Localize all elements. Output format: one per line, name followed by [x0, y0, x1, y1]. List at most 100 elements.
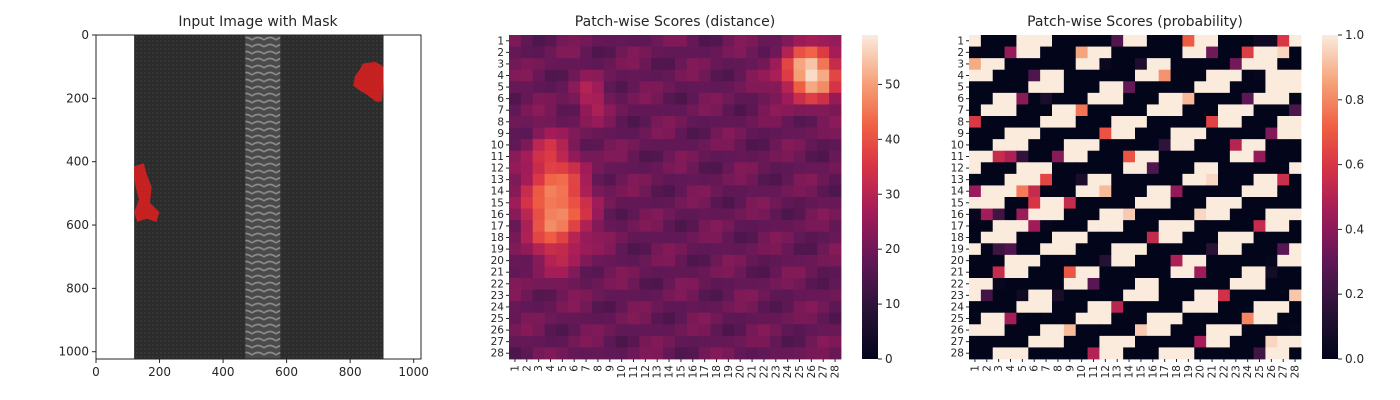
col-label: 1: [509, 365, 521, 372]
heatmap-cell: [734, 58, 747, 71]
heatmap-cell: [1028, 289, 1041, 302]
heatmap-cell: [1146, 58, 1160, 71]
heatmap-cell: [627, 173, 640, 186]
heatmap-cell: [734, 312, 747, 325]
heatmap-cell: [734, 324, 747, 337]
heatmap-cell: [746, 312, 759, 325]
heatmap-cell: [663, 139, 676, 152]
heatmap-cell: [639, 208, 652, 221]
heatmap-cell: [544, 254, 557, 267]
heatmap-cell: [781, 231, 794, 244]
colorbar-tick-label: 0: [885, 352, 893, 366]
heatmap-cell: [580, 335, 593, 348]
col-label: 3: [993, 365, 1005, 372]
heatmap-cell: [722, 150, 735, 163]
heatmap-cell: [1052, 231, 1065, 244]
heatmap-cell: [1052, 312, 1065, 325]
heatmap-cell: [698, 139, 711, 152]
heatmap-cell: [734, 208, 747, 221]
heatmap-cell: [769, 289, 783, 302]
heatmap-cell: [734, 127, 747, 140]
heatmap-cell: [1158, 254, 1171, 267]
heatmap-cell: [793, 69, 806, 82]
heatmap-cell: [1277, 116, 1290, 128]
heatmap-cell: [580, 92, 593, 105]
heatmap-cell: [1028, 220, 1041, 233]
heatmap-cell: [1170, 197, 1183, 209]
heatmap-cell: [1099, 220, 1112, 233]
heatmap-cell: [1087, 69, 1100, 82]
heatmap-cell: [1218, 231, 1231, 244]
heatmap-cell: [992, 243, 1005, 256]
heatmap-cell: [520, 139, 534, 152]
heatmap-cell: [1146, 139, 1160, 152]
heatmap-cell: [1099, 347, 1112, 360]
heatmap-cell: [627, 312, 640, 325]
heatmap-cell: [969, 92, 982, 105]
heatmap-cell: [556, 347, 569, 360]
heatmap-cell: [758, 324, 771, 337]
heatmap-cell: [603, 324, 617, 337]
heatmap-cell: [592, 127, 605, 140]
heatmap-cell: [1135, 266, 1148, 279]
heatmap-cell: [1087, 312, 1100, 325]
heatmap-cell: [568, 116, 581, 128]
heatmap-cell: [1170, 220, 1183, 233]
heatmap-cell: [1146, 173, 1160, 186]
row-label: 15: [951, 197, 964, 209]
heatmap-cell: [758, 347, 771, 360]
heatmap-cell: [509, 208, 522, 221]
heatmap-cell: [603, 81, 617, 94]
heatmap-cell: [1218, 254, 1231, 267]
heatmap-cell: [1063, 243, 1077, 256]
heatmap-cell: [651, 197, 664, 209]
heatmap-cell: [805, 231, 818, 244]
heatmap-cell: [568, 289, 581, 302]
heatmap-cell: [1099, 116, 1112, 128]
heatmap-cell: [1229, 173, 1243, 186]
heatmap-cell: [734, 139, 747, 152]
heatmap-cell: [1052, 347, 1065, 360]
heatmap-cell: [1111, 254, 1124, 267]
heatmap-cell: [1052, 104, 1065, 117]
heatmap-cell: [1194, 243, 1207, 256]
heatmap-cell: [1289, 185, 1302, 198]
heatmap-cell: [1123, 278, 1136, 290]
heatmap-cell: [1123, 254, 1136, 267]
heatmap-cell: [829, 81, 842, 94]
heatmap-cell: [520, 46, 534, 59]
heatmap-cell: [805, 254, 818, 267]
heatmap-cell: [544, 324, 557, 337]
heatmap-cell: [1135, 324, 1148, 337]
heatmap-cell: [520, 335, 534, 348]
row-label: 9: [957, 128, 964, 140]
heatmap-cell: [1099, 173, 1112, 186]
heatmap-cell: [746, 69, 759, 82]
heatmap-cell: [980, 278, 994, 290]
row-label: 5: [957, 82, 964, 94]
heatmap-cell: [746, 208, 759, 221]
col-label: 23: [770, 365, 782, 378]
heatmap-cell: [1182, 150, 1195, 163]
col-label: 22: [758, 365, 770, 378]
heatmap-cell: [1277, 231, 1290, 244]
heatmap-cell: [1135, 150, 1148, 163]
heatmap-cell: [980, 254, 994, 267]
heatmap-cell: [758, 185, 771, 198]
heatmap-cell: [1253, 335, 1266, 348]
heatmap-cell: [1277, 197, 1290, 209]
heatmap-cell: [1182, 301, 1195, 314]
heatmap-cell: [805, 127, 818, 140]
heatmap-cell: [1099, 289, 1112, 302]
heatmap-cell: [1182, 35, 1195, 47]
heatmap-cell: [1052, 324, 1065, 337]
heatmap-cell: [1004, 266, 1017, 279]
col-label: 6: [1029, 365, 1041, 372]
heatmap-cell: [829, 197, 842, 209]
heatmap-cell: [722, 231, 735, 244]
heatmap-cell: [1004, 58, 1017, 71]
heatmap-cell: [1111, 116, 1124, 128]
heatmap-cell: [639, 173, 652, 186]
heatmap-cell: [1146, 150, 1160, 163]
